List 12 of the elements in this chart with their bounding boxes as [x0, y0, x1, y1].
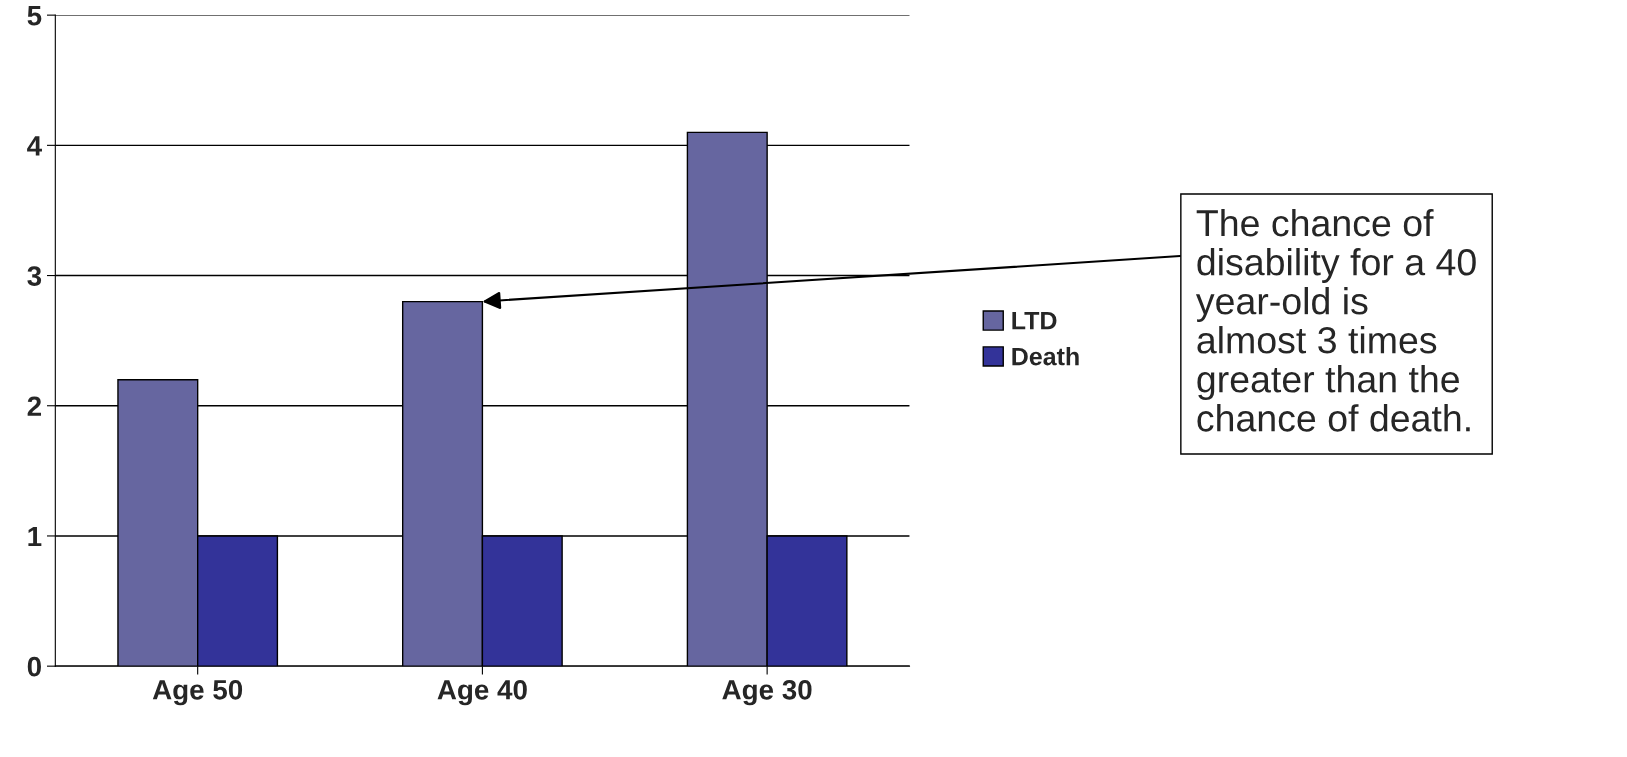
- y-tick-label: 4: [27, 136, 42, 156]
- annotation: The chance of disability for a 40 year-old is almost 3 times greater than the chance of death.: [1195, 208, 1476, 432]
- legend-label: Death: [1012, 347, 1079, 366]
- x-tick-label: Age 30: [722, 679, 812, 706]
- x-tick-label: Age 50: [152, 679, 243, 706]
- y-tick-label: 0: [27, 656, 41, 677]
- y-tick-label: 2: [27, 396, 42, 416]
- x-tick-label: Age 40: [437, 679, 527, 706]
- y-tick-label: 5: [27, 6, 42, 26]
- legend-label: LTD: [1012, 312, 1057, 330]
- y-tick-label: 1: [28, 526, 42, 547]
- y-tick-label: 3: [27, 266, 42, 286]
